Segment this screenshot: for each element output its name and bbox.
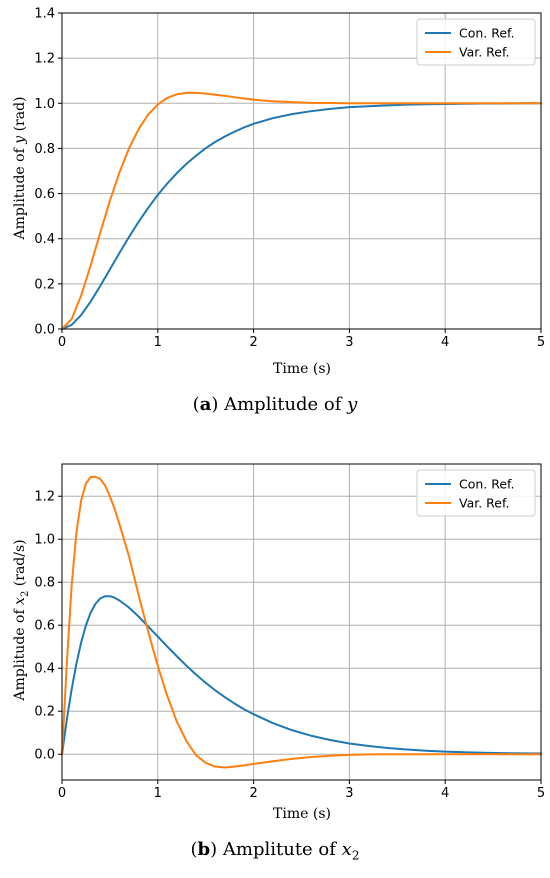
x-tick-label: 5: [537, 335, 545, 350]
y-tick-label: 1.4: [34, 7, 55, 22]
y-axis-label-b: Amplitude of x2 (rad/s): [12, 539, 31, 701]
y-axis-label-a: Amplitude of y (rad): [12, 97, 28, 241]
x-tick-label: 0: [58, 786, 66, 801]
legend-label: Con. Ref.: [459, 477, 515, 492]
x-axis-label-a: Time (s): [273, 361, 331, 377]
y-tick-label: 1.2: [34, 52, 55, 67]
legend-a: Con. Ref. Var. Ref.: [416, 18, 536, 66]
x-tick-label: 2: [249, 786, 257, 801]
y-tick-label: 0.0: [34, 323, 55, 338]
series-lines-a: [61, 91, 542, 330]
ticks-a: 0 1 2 3 4 5 0.0 0.2 0.4 0.6 0.8 1.0 1.2 1.4: [34, 7, 545, 351]
ticks-b: 0 1 2 3 4 5 0.0 0.2 0.4 0.6 0.8 1.0 1.2: [34, 490, 545, 801]
caption-b: (b) Amplitute of x2: [190, 839, 360, 863]
y-tick-label: 1.0: [34, 533, 55, 548]
y-tick-label: 0.2: [34, 277, 55, 292]
legend-b: Con. Ref. Var. Ref.: [416, 469, 536, 517]
x-tick-label: 0: [58, 335, 66, 350]
x-tick-label: 2: [249, 335, 257, 350]
legend-label: Var. Ref.: [459, 45, 509, 60]
x-tick-label: 5: [537, 786, 545, 801]
x-axis-label-b: Time (s): [273, 806, 331, 822]
legend-box: [416, 18, 536, 66]
y-tick-label: 0.6: [34, 187, 55, 202]
figure-b: 0 1 2 3 4 5 0.0 0.2 0.4 0.6 0.8 1.0 1.2 Time (s) Amp…: [0, 439, 550, 878]
caption-a: (a) Amplitude of y: [192, 394, 358, 415]
chart-b: 0 1 2 3 4 5 0.0 0.2 0.4 0.6 0.8 1.0 1.2 Time (s) Amp…: [12, 463, 545, 822]
plot-frame-b: [61, 463, 542, 781]
x-tick-label: 3: [345, 335, 353, 350]
x-tick-label: 4: [441, 335, 449, 350]
y-tick-label: 1.0: [34, 97, 55, 112]
y-tick-label: 0.6: [34, 619, 55, 634]
legend-label: Con. Ref.: [459, 26, 515, 41]
plot-frame-a: [61, 12, 542, 330]
x-tick-label: 4: [441, 786, 449, 801]
series-line-con-ref: [61, 595, 542, 756]
legend-box: [416, 469, 536, 517]
y-tick-label: 0.2: [34, 705, 55, 720]
y-tick-label: 1.2: [34, 490, 55, 505]
y-tick-label: 0.4: [34, 662, 55, 677]
series-line-var-ref: [61, 475, 542, 769]
legend-label: Var. Ref.: [459, 496, 509, 511]
y-tick-label: 0.8: [34, 142, 55, 157]
figure-a: 0 1 2 3 4 5 0.0 0.2 0.4 0.6 0.8 1.0 1.2 1.4 Time (s) …: [12, 7, 545, 416]
x-tick-label: 1: [154, 786, 162, 801]
x-tick-label: 1: [154, 335, 162, 350]
y-tick-label: 0.0: [34, 748, 55, 763]
y-tick-label: 0.4: [34, 232, 55, 247]
series-line-var-ref: [61, 91, 542, 330]
y-tick-label: 0.8: [34, 576, 55, 591]
x-tick-label: 3: [345, 786, 353, 801]
series-lines-b: [61, 475, 542, 769]
chart-a: 0 1 2 3 4 50.00.20.40.60.81.01.21.4 Time (s) …: [12, 7, 545, 378]
